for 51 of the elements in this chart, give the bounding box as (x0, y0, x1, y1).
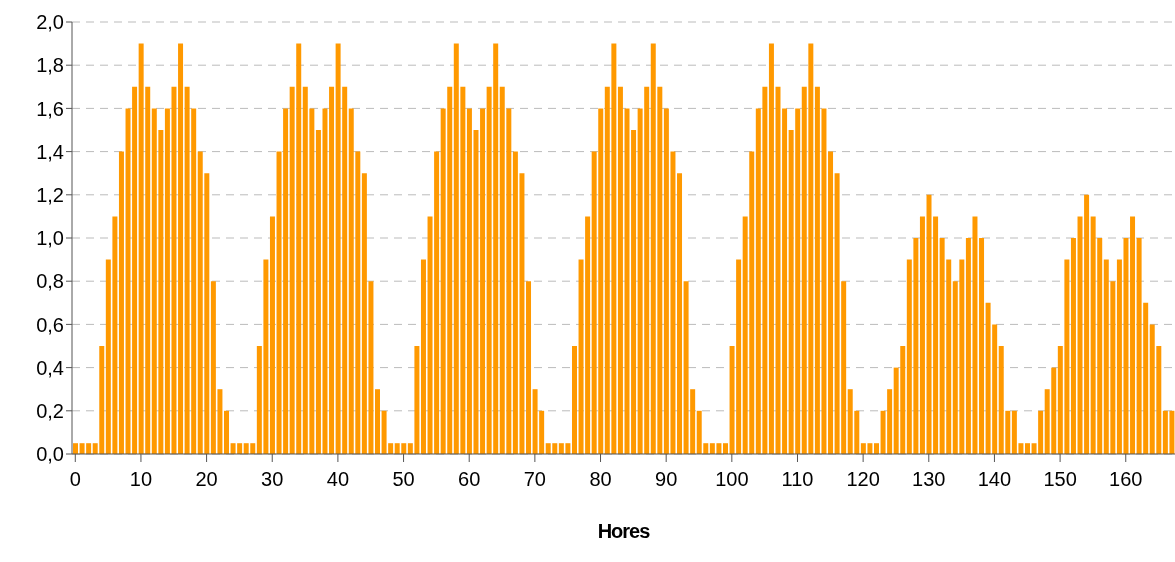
y-tick-label: 0,4 (36, 356, 64, 379)
bar (722, 443, 728, 454)
bar (73, 443, 78, 454)
x-tick-label: 130 (912, 468, 946, 490)
x-tick-label: 100 (715, 468, 749, 490)
bar (1024, 443, 1030, 454)
bar (480, 108, 486, 454)
y-tick-label: 1,0 (36, 227, 64, 250)
x-axis-title: Hores (597, 520, 651, 543)
bar (571, 346, 577, 454)
y-tick-label: 0,6 (36, 313, 64, 336)
y-tick-label: 1,2 (36, 183, 64, 206)
bar (269, 216, 275, 454)
x-tick-label: 90 (655, 468, 678, 490)
bar (677, 173, 683, 454)
y-tick-label: 0,8 (36, 270, 64, 293)
x-tick-label: 120 (846, 468, 880, 490)
bar (178, 43, 184, 454)
bar (617, 86, 623, 454)
x-tick-label: 30 (261, 468, 284, 490)
y-tick-label: 0,0 (36, 443, 64, 466)
bar (979, 238, 985, 454)
y-tick-label: 0,2 (36, 399, 64, 422)
x-tick-label: 40 (326, 468, 350, 490)
bar (919, 216, 925, 454)
bar (828, 151, 834, 454)
bar (1130, 216, 1136, 454)
bar (1070, 238, 1076, 454)
x-tick-label: 70 (523, 468, 546, 490)
y-tick-label: 1,6 (36, 97, 64, 120)
y-tick-label: 1,4 (36, 140, 64, 163)
x-tick-label: 10 (129, 468, 153, 490)
x-tick-label: 0 (69, 468, 81, 490)
bar (768, 43, 774, 454)
bar (224, 410, 230, 454)
bar (375, 389, 381, 454)
x-tick-label: 20 (195, 468, 218, 490)
bar (873, 443, 879, 454)
bar (420, 259, 426, 454)
y-tick-label: 1,8 (36, 54, 64, 77)
x-tick-label: 50 (392, 468, 415, 490)
x-tick-label: 150 (1043, 468, 1077, 490)
bar (118, 151, 124, 454)
x-tick-label: 140 (977, 468, 1012, 490)
bar (329, 86, 335, 454)
bar (526, 281, 532, 454)
x-tick-label: 110 (781, 468, 814, 490)
y-tick-label: 2,0 (36, 11, 64, 34)
x-tick-label: 160 (1109, 468, 1143, 490)
x-tick-label: 80 (589, 468, 612, 490)
x-tick-label: 60 (458, 468, 481, 490)
